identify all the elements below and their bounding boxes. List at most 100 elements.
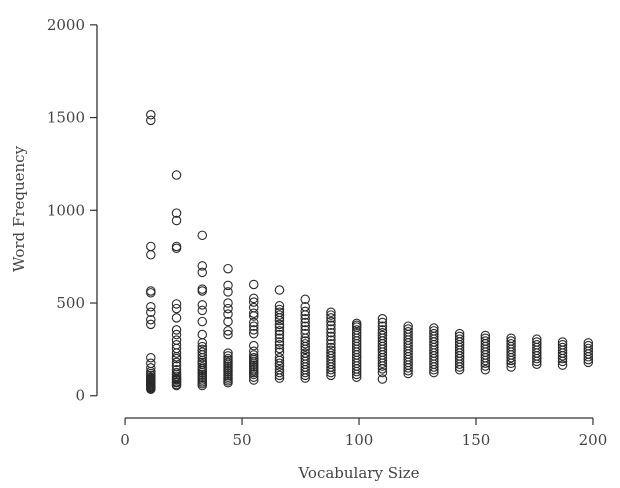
y-tick-label: 500 bbox=[56, 294, 85, 312]
data-point bbox=[248, 317, 259, 328]
data-point bbox=[377, 374, 388, 384]
data-point bbox=[274, 301, 285, 311]
x-axis: 0 50 100 150 200 bbox=[120, 417, 607, 449]
data-point bbox=[223, 309, 233, 319]
data-point bbox=[197, 329, 208, 340]
x-axis-title: Vocabulary Size bbox=[297, 464, 419, 482]
data-point bbox=[300, 314, 310, 324]
data-point bbox=[197, 338, 208, 348]
data-point bbox=[223, 287, 233, 297]
data-point bbox=[171, 357, 182, 368]
data-point bbox=[377, 314, 388, 324]
data-point bbox=[223, 378, 233, 388]
data-point bbox=[146, 301, 156, 312]
data-point bbox=[274, 358, 285, 369]
data-point bbox=[274, 313, 285, 323]
data-point bbox=[557, 360, 568, 370]
data-point bbox=[403, 363, 413, 373]
data-point bbox=[146, 319, 156, 330]
x-tick-label: 150 bbox=[462, 431, 491, 449]
data-point bbox=[351, 372, 362, 382]
data-point bbox=[506, 358, 516, 369]
data-point bbox=[223, 298, 233, 308]
data-point bbox=[300, 306, 310, 317]
data-point bbox=[326, 324, 336, 334]
data-point bbox=[454, 362, 465, 372]
data-point bbox=[197, 305, 208, 316]
data-point bbox=[146, 352, 156, 363]
data-point bbox=[171, 353, 182, 364]
data-point bbox=[326, 327, 336, 338]
data-point bbox=[248, 279, 259, 290]
x-tick-label: 100 bbox=[345, 431, 374, 449]
data-point bbox=[480, 355, 491, 366]
data-point bbox=[274, 361, 285, 371]
data-point bbox=[300, 370, 310, 381]
data-point bbox=[532, 356, 542, 367]
data-point bbox=[300, 341, 310, 352]
data-point bbox=[274, 337, 285, 347]
data-point bbox=[146, 384, 156, 395]
data-point bbox=[506, 355, 516, 366]
data-point bbox=[146, 241, 156, 252]
data-point bbox=[274, 339, 285, 350]
data-point bbox=[223, 303, 233, 314]
data-point bbox=[248, 369, 259, 380]
data-point bbox=[300, 344, 310, 355]
data-point bbox=[274, 315, 285, 326]
data-point bbox=[274, 285, 285, 295]
data-point bbox=[377, 361, 388, 371]
data-point bbox=[403, 368, 413, 379]
data-point bbox=[480, 365, 491, 375]
y-tick-label: 1000 bbox=[47, 201, 85, 219]
data-point bbox=[146, 115, 156, 126]
data-point bbox=[248, 325, 259, 335]
data-point bbox=[377, 364, 388, 374]
data-point bbox=[300, 339, 310, 349]
data-point bbox=[197, 261, 208, 271]
data-point bbox=[146, 363, 156, 373]
data-point bbox=[171, 170, 182, 180]
data-point bbox=[146, 307, 156, 318]
data-point bbox=[480, 358, 491, 369]
data-point bbox=[300, 321, 310, 331]
data-point bbox=[146, 110, 156, 120]
data-point bbox=[197, 300, 208, 310]
data-point bbox=[454, 359, 465, 369]
data-point bbox=[583, 352, 594, 362]
data-point bbox=[557, 356, 568, 367]
data-point bbox=[377, 317, 388, 328]
data-point bbox=[146, 314, 156, 325]
data-point bbox=[326, 307, 336, 318]
data-point bbox=[171, 380, 182, 391]
data-point bbox=[171, 299, 182, 309]
data-point bbox=[274, 343, 285, 354]
y-tick-label: 0 bbox=[75, 387, 85, 405]
data-point bbox=[197, 352, 208, 363]
data-point bbox=[326, 367, 336, 378]
data-point bbox=[300, 294, 310, 305]
y-axis-title: Word Frequency bbox=[10, 145, 28, 272]
data-point bbox=[429, 367, 439, 378]
x-tick-label: 50 bbox=[232, 431, 251, 449]
data-point bbox=[326, 335, 336, 345]
data-point bbox=[429, 365, 439, 375]
data-point bbox=[197, 267, 208, 278]
data-point bbox=[223, 316, 233, 327]
data-point bbox=[274, 310, 285, 320]
data-point bbox=[171, 303, 182, 314]
y-tick-label: 1500 bbox=[47, 109, 85, 127]
data-point bbox=[171, 348, 182, 358]
data-point bbox=[377, 367, 388, 378]
data-point bbox=[248, 297, 259, 307]
data-point bbox=[197, 380, 208, 391]
data-point bbox=[274, 367, 285, 378]
data-point bbox=[223, 263, 233, 274]
data-point bbox=[146, 250, 156, 260]
data-point bbox=[248, 311, 259, 321]
data-point bbox=[248, 375, 259, 385]
data-point bbox=[480, 361, 491, 371]
data-point bbox=[197, 316, 208, 327]
data-point bbox=[557, 353, 568, 364]
